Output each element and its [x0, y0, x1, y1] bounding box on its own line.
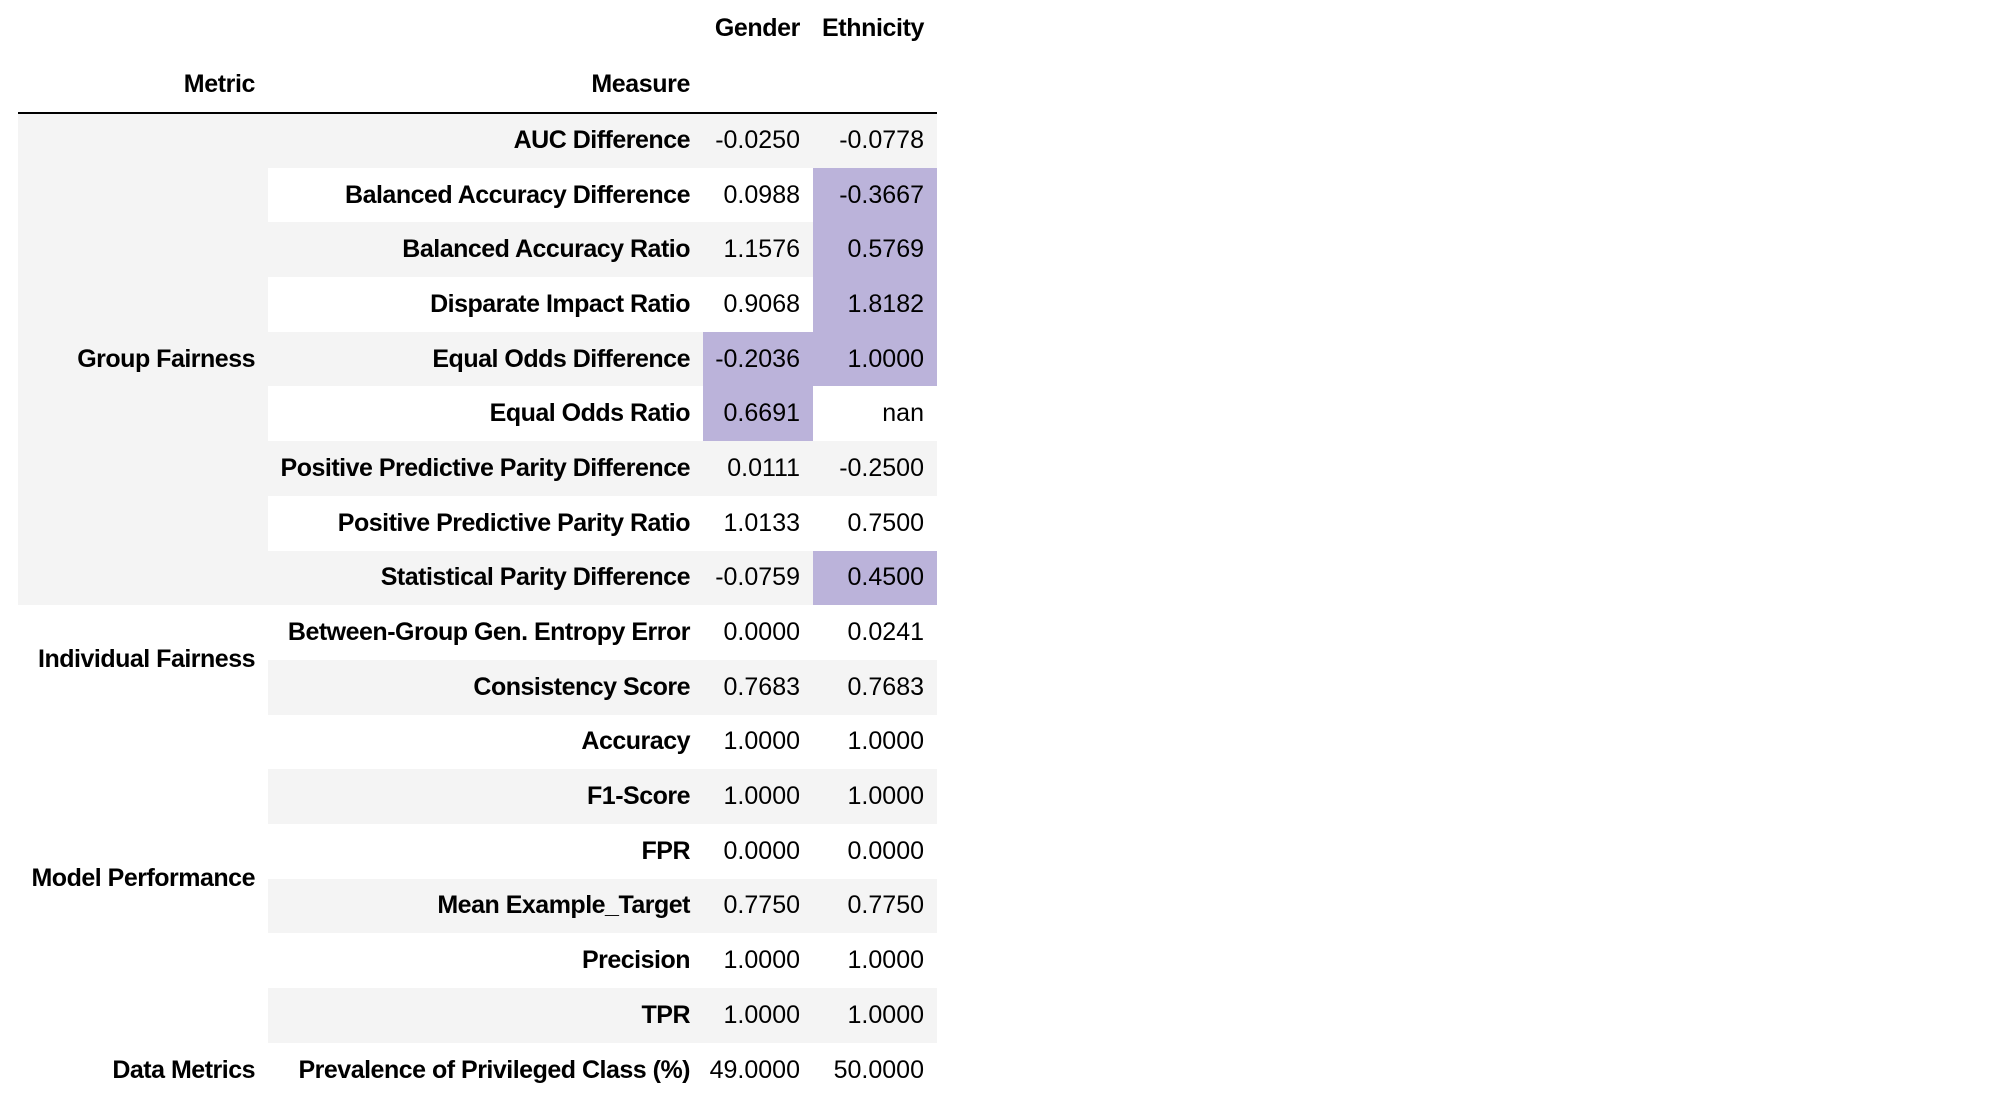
value-cell-ethnicity: 1.0000	[813, 769, 937, 824]
table-row: Balanced Accuracy Difference 0.0988 -0.366…	[18, 167, 937, 223]
table-row: Equal Odds Difference -0.2036 1.0000	[18, 331, 937, 387]
index-header-spacer	[18, 0, 703, 57]
value-cell-ethnicity: 1.8182	[813, 277, 937, 332]
value-cell-ethnicity: 0.5769	[813, 222, 937, 278]
measure-cell: Accuracy	[581, 727, 690, 756]
table-row: Balanced Accuracy Ratio 1.1576 0.5769	[18, 222, 937, 278]
value-cell-ethnicity: 1.0000	[813, 988, 937, 1043]
table-row: Group Fairness AUC Difference -0.0250 -0.07…	[18, 113, 937, 606]
table-header: Gender Ethnicity Metric Measure	[18, 0, 937, 114]
table-row: Positive Predictive Parity Difference 0.0…	[18, 441, 937, 496]
value-cell-ethnicity: 1.0000	[813, 331, 937, 387]
measure-cell: AUC Difference	[268, 113, 703, 168]
value-cell-ethnicity: 0.0000	[847, 836, 924, 865]
value-cell-gender: 0.0111	[703, 441, 813, 496]
table-row: Model Performance Accuracy 1.0000 1.0000	[18, 714, 937, 1043]
value-cell-ethnicity: 1.0000	[847, 946, 924, 975]
measure-cell: Statistical Parity Difference	[268, 550, 703, 606]
value-cell-gender: 1.1576	[703, 222, 813, 278]
measure-cell: Positive Predictive Parity Difference	[268, 441, 703, 496]
value-cell-gender: 0.7683	[703, 659, 813, 715]
measure-cell: Between-Group Gen. Entropy Error	[287, 618, 691, 647]
measure-cell: Equal Odds Ratio	[489, 399, 691, 428]
index-name-spacer-ethnicity	[813, 57, 937, 114]
metric-group-cell: Group Fairness	[18, 113, 268, 606]
column-header-gender: Gender	[714, 14, 801, 42]
index-name-spacer-gender	[703, 57, 813, 114]
value-cell-gender: 0.0000	[723, 836, 800, 865]
metric-group-cell: Individual Fairness	[18, 605, 268, 715]
value-cell-ethnicity: 0.0241	[847, 618, 924, 647]
index-name-measure: Measure	[268, 57, 703, 114]
index-name-row: Metric Measure	[18, 57, 937, 114]
measure-cell: FPR	[641, 836, 691, 865]
value-cell-ethnicity: 0.7750	[813, 878, 937, 934]
table-row: Statistical Parity Difference -0.0759 0.45…	[18, 550, 937, 606]
value-cell-ethnicity: 0.4500	[813, 550, 937, 606]
index-name-metric: Metric	[18, 57, 268, 114]
table-row: Precision 1.0000 1.0000	[18, 933, 937, 988]
table-row: TPR 1.0000 1.0000	[18, 988, 937, 1043]
value-cell-gender: 0.0000	[723, 618, 800, 647]
value-cell-ethnicity: 50.0000	[833, 1055, 924, 1084]
table-body: Group Fairness AUC Difference -0.0250 -0.07…	[18, 113, 937, 1098]
value-cell-gender: 1.0133	[723, 508, 800, 537]
value-cell-gender: 49.0000	[709, 1055, 800, 1084]
value-cell-gender: -0.2036	[703, 331, 813, 387]
value-cell-gender: 1.0000	[723, 946, 800, 975]
value-cell-gender: -0.0250	[703, 113, 813, 168]
table-row: Individual Fairness Between-Group Gen. En…	[18, 605, 937, 715]
measure-cell: Balanced Accuracy Difference	[345, 180, 690, 209]
fairness-metrics-table: Gender Ethnicity Metric Measure Group Fa…	[18, 0, 937, 1098]
measure-cell: Consistency Score	[268, 659, 703, 715]
metric-group-cell: Data Metrics	[18, 1042, 268, 1098]
measure-cell: Precision	[581, 946, 691, 975]
value-cell-gender: -0.0759	[703, 550, 813, 606]
value-cell-ethnicity: 1.0000	[847, 727, 924, 756]
column-header-row: Gender Ethnicity	[18, 0, 937, 57]
measure-cell: Prevalence of Privileged Class (%)	[298, 1055, 690, 1084]
table-row: Equal Odds Ratio 0.6691 nan	[18, 386, 937, 442]
table-row: F1-Score 1.0000 1.0000	[18, 769, 937, 824]
measure-cell: Equal Odds Difference	[268, 331, 703, 387]
measure-cell: Positive Predictive Parity Ratio	[337, 508, 691, 537]
value-cell-ethnicity: -0.2500	[813, 441, 937, 496]
table-row: Data Metrics Prevalence of Privileged Cla…	[18, 1042, 937, 1098]
table-row: FPR 0.0000 0.0000	[18, 824, 937, 879]
value-cell-ethnicity: -0.3667	[813, 167, 937, 223]
value-cell-gender: 1.0000	[703, 769, 813, 824]
value-cell-ethnicity: -0.0778	[813, 113, 937, 168]
measure-cell: Balanced Accuracy Ratio	[268, 222, 703, 278]
measure-cell: Disparate Impact Ratio	[430, 289, 690, 318]
column-header-ethnicity: Ethnicity	[822, 14, 924, 42]
value-cell-ethnicity: nan	[882, 399, 924, 428]
value-cell-ethnicity: 0.7683	[813, 659, 937, 715]
value-cell-ethnicity: 0.7500	[847, 508, 924, 537]
measure-cell: Mean Example_Target	[268, 878, 703, 934]
table-row: Consistency Score 0.7683 0.7683	[18, 659, 937, 715]
value-cell-gender: 0.0988	[723, 180, 800, 209]
table-row: Disparate Impact Ratio 0.9068 1.8182	[18, 277, 937, 332]
metric-group-cell: Model Performance	[18, 714, 268, 1043]
value-cell-gender: 0.9068	[723, 289, 800, 318]
table-row: Positive Predictive Parity Ratio 1.0133 0.…	[18, 496, 937, 551]
value-cell-gender: 1.0000	[723, 727, 800, 756]
value-cell-gender: 0.7750	[703, 878, 813, 934]
measure-cell: TPR	[268, 988, 703, 1043]
value-cell-gender: 0.6691	[703, 386, 813, 442]
value-cell-gender: 1.0000	[703, 988, 813, 1043]
table-row: Mean Example_Target 0.7750 0.7750	[18, 878, 937, 934]
measure-cell: F1-Score	[268, 769, 703, 824]
